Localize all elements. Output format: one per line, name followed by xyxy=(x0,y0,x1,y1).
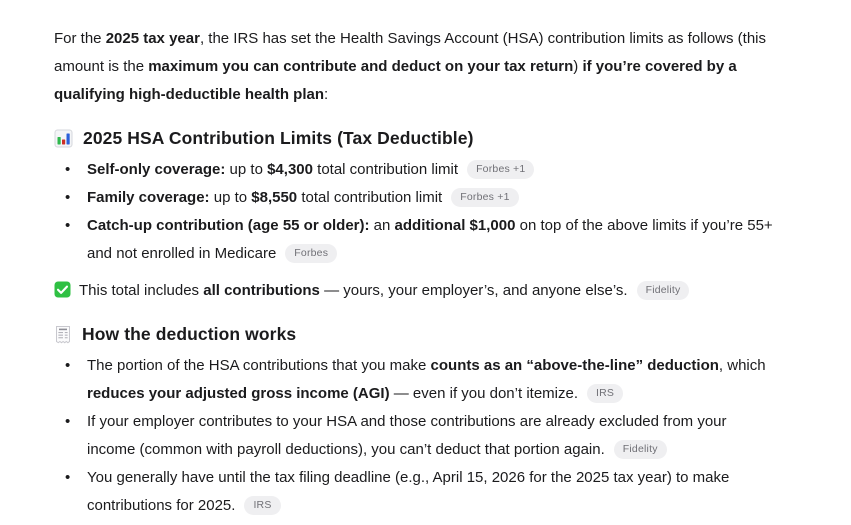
check-mark-icon xyxy=(54,281,71,298)
answer-content: For the 2025 tax year, the IRS has set t… xyxy=(0,0,778,520)
list-item: Catch-up contribution (age 55 or older):… xyxy=(54,212,778,268)
deduction-list: The portion of the HSA contributions tha… xyxy=(54,352,778,520)
section-heading-limits: 2025 HSA Contribution Limits (Tax Deduct… xyxy=(54,125,778,151)
section-title: 2025 HSA Contribution Limits (Tax Deduct… xyxy=(83,128,474,148)
list-item: You generally have until the tax filing … xyxy=(54,464,778,520)
total-includes-note: This total includes all contributions — … xyxy=(54,277,778,305)
list-item-text: Catch-up contribution (age 55 or older):… xyxy=(87,217,773,262)
list-item-text: You generally have until the tax filing … xyxy=(87,469,730,514)
list-item: Self-only coverage: up to $4,300 total c… xyxy=(54,156,778,184)
list-item-text: The portion of the HSA contributions tha… xyxy=(87,357,766,402)
section-heading-deduction: How the deduction works xyxy=(54,321,778,347)
note-text: This total includes all contributions — … xyxy=(79,282,628,299)
section-title: How the deduction works xyxy=(82,324,297,344)
receipt-icon xyxy=(54,325,72,344)
list-item: If your employer contributes to your HSA… xyxy=(54,408,778,464)
source-badge-forbes[interactable]: Forbes +1 xyxy=(467,160,535,179)
source-badge-fidelity[interactable]: Fidelity xyxy=(636,281,690,300)
source-badge-forbes[interactable]: Forbes xyxy=(285,244,338,263)
list-item-text: Self-only coverage: up to $4,300 total c… xyxy=(87,161,459,178)
source-badge-forbes[interactable]: Forbes +1 xyxy=(451,188,519,207)
list-item-text: If your employer contributes to your HSA… xyxy=(87,413,727,458)
source-badge-irs[interactable]: IRS xyxy=(587,384,624,403)
source-badge-fidelity[interactable]: Fidelity xyxy=(613,440,667,459)
intro-paragraph: For the 2025 tax year, the IRS has set t… xyxy=(54,30,767,103)
source-badge-irs[interactable]: IRS xyxy=(244,496,281,515)
list-item: The portion of the HSA contributions tha… xyxy=(54,352,778,408)
limits-list: Self-only coverage: up to $4,300 total c… xyxy=(54,156,778,268)
bar-chart-icon xyxy=(54,129,73,148)
list-item: Family coverage: up to $8,550 total cont… xyxy=(54,184,778,212)
list-item-text: Family coverage: up to $8,550 total cont… xyxy=(87,189,443,206)
